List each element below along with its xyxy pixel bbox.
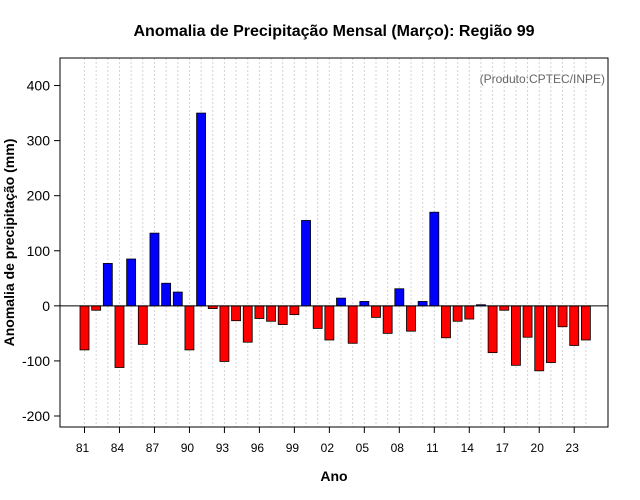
credit-annotation: (Produto:CPTEC/INPE)	[480, 72, 605, 86]
bar-2001	[312, 305, 323, 329]
bar-1983	[102, 263, 113, 307]
x-tick-label: 08	[391, 441, 405, 455]
chart-title: Anomalia de Precipitação Mensal (Março):…	[133, 23, 534, 40]
x-tick-label: 93	[216, 441, 230, 455]
y-axis: -200 -100 0 100 200 300 400	[22, 78, 60, 424]
x-tick-label: 96	[251, 441, 265, 455]
y-tick-label: 100	[27, 243, 51, 259]
y-axis-label: Anomalia de precipitação (mm)	[1, 139, 17, 347]
bar-1996	[254, 305, 265, 319]
bar-2012	[441, 305, 451, 339]
x-tick-label: 99	[286, 441, 300, 455]
bar-2024	[580, 305, 591, 341]
bar-2005	[359, 301, 370, 307]
bar-1991	[196, 112, 207, 307]
bar-1987	[149, 232, 160, 307]
bar-1984	[114, 305, 125, 368]
bar-2014	[464, 305, 475, 320]
x-tick-label: 14	[461, 441, 475, 455]
bar-2002	[324, 305, 335, 341]
bar-2000	[301, 220, 311, 307]
plot-area	[59, 57, 609, 428]
y-tick-label: 200	[27, 188, 51, 204]
x-tick-label: 81	[76, 441, 90, 455]
x-tick-label: 17	[496, 441, 510, 455]
bar-1982	[91, 305, 102, 311]
y-tick-label: -100	[22, 353, 50, 369]
bar-2016	[487, 305, 498, 354]
bar-1989	[172, 291, 183, 307]
x-tick-label: 87	[146, 441, 160, 455]
bar-2018	[511, 305, 521, 366]
bar-1990	[184, 305, 195, 351]
bar-2022	[557, 305, 568, 328]
bar-2003	[336, 297, 346, 307]
bar-1988	[161, 282, 172, 307]
bar-1993	[219, 305, 230, 362]
x-tick-label: 02	[321, 441, 335, 455]
bar-1994	[231, 305, 241, 322]
y-tick-label: 300	[27, 133, 51, 149]
bar-1986	[137, 305, 148, 345]
x-tick-label: 20	[531, 441, 545, 455]
y-tick-label: 0	[42, 298, 50, 314]
bar-2017	[499, 305, 510, 311]
bar-2011	[429, 211, 440, 307]
grid-lines	[84, 58, 587, 427]
bar-1985	[126, 258, 137, 307]
bar-2007	[382, 305, 393, 334]
y-tick-label: -200	[22, 408, 50, 424]
x-tick-label: 11	[426, 441, 439, 455]
bar-2010	[417, 301, 428, 307]
y-tick-label: 400	[27, 78, 51, 94]
bar-1999	[289, 305, 300, 316]
x-axis: 81 84 87 90 93 96 99 02 05 08 11 14 17 20 23	[76, 427, 579, 455]
x-tick-label: 05	[356, 441, 370, 455]
bar-2008	[394, 288, 405, 307]
bars	[79, 112, 591, 372]
bar-1997	[266, 305, 276, 322]
bar-2019	[522, 305, 533, 338]
bar-1981	[79, 305, 90, 351]
bar-2013	[452, 305, 463, 322]
x-axis-label: Ano	[320, 468, 347, 484]
bar-2009	[406, 305, 416, 332]
bar-2006	[371, 305, 381, 318]
bar-2004	[347, 305, 358, 344]
bar-2021	[546, 305, 556, 363]
x-tick-label: 23	[566, 441, 580, 455]
bar-1998	[277, 305, 288, 325]
bar-2020	[534, 305, 545, 372]
bar-1995	[242, 305, 253, 343]
x-tick-label: 90	[181, 441, 195, 455]
x-tick-label: 84	[111, 441, 125, 455]
bar-2023	[569, 305, 580, 346]
